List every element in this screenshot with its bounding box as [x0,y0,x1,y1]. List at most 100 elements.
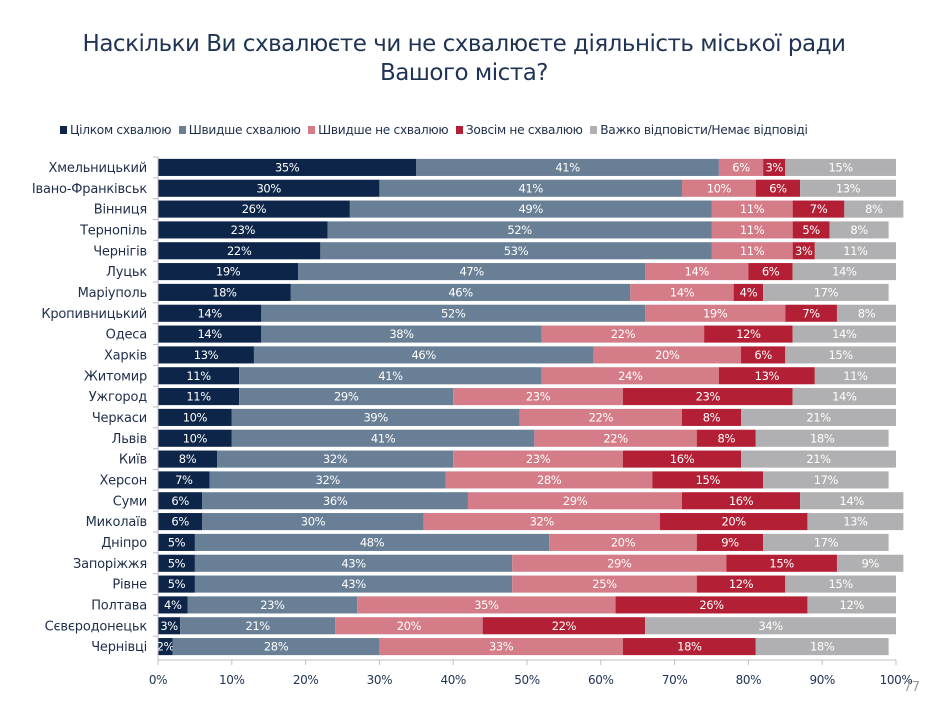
data-label: 8% [179,452,197,466]
category-label: Івано-Франківськ [32,182,147,197]
bar-segment-hard-to-say [800,492,904,510]
data-label: 18% [212,285,237,299]
legend-swatch [455,126,463,134]
bar-segment-fully-disapprove [741,346,786,364]
x-tick-label: 0% [149,673,167,687]
data-label: 35% [474,598,499,612]
bar-segment-rather-disapprove [357,596,616,614]
data-label: 11% [186,369,211,383]
bar-segment-fully-approve [158,325,262,343]
category-label: Вінниця [94,203,147,218]
data-label: 14% [832,265,857,279]
data-label: 14% [832,327,857,341]
data-label: 6% [762,265,780,279]
bar-segment-fully-approve [158,221,328,239]
x-tick-label: 50% [514,673,539,687]
bar-segment-rather-approve [261,325,542,343]
x-tick-label: 80% [736,673,761,687]
legend-label: Важко відповісти/Немає відповіді [600,123,808,137]
axes-group: Хмельницький Івано-Франківськ Вінниця Терно… [32,156,913,687]
bar-segment-rather-disapprove [512,554,727,572]
category-label: Херсон [99,473,147,488]
bar-segment-hard-to-say [785,346,896,364]
data-label: 41% [555,160,580,174]
bar-segment-rather-disapprove [379,638,623,656]
data-label: 14% [197,306,222,320]
data-label: 15% [828,160,853,174]
data-label: 19% [216,265,241,279]
bar-segment-fully-approve [158,367,240,385]
bar-segment-fully-approve [158,554,195,572]
data-label: 6% [171,515,189,529]
bar-segment-fully-disapprove [755,179,801,197]
bar-segment-fully-approve [158,179,380,197]
x-tick-label: 30% [367,673,392,687]
data-label: 22% [552,619,577,633]
bar-segment-fully-disapprove [696,533,764,551]
bar-segment-hard-to-say [741,450,896,468]
bar-segment-fully-approve [158,471,210,489]
bar-segment-hard-to-say [785,575,896,593]
x-tick-label: 20% [293,673,318,687]
data-label: 52% [507,223,532,237]
data-label: 15% [828,577,853,591]
data-label: 11% [740,244,765,258]
data-label: 41% [519,181,544,195]
bar-segment-fully-approve [158,283,291,301]
data-label: 17% [814,473,839,487]
bar-segment-rather-disapprove [512,575,697,593]
bar-segment-fully-approve [158,513,203,531]
bar-segment-rather-disapprove [645,263,749,281]
data-label: 7% [802,306,820,320]
legend-label: Швидше схвалюю [188,123,301,137]
bar-segment-rather-approve [202,513,424,531]
category-label: Черкаси [92,411,147,426]
data-label: 29% [607,556,632,570]
bar-segment-rather-approve [261,304,646,322]
x-tick-label: 90% [809,673,834,687]
category-label: Одеса [106,328,147,343]
bar-segment-rather-disapprove [445,471,653,489]
data-label: 17% [814,285,839,299]
data-label: 15% [769,556,794,570]
data-label: 12% [840,598,865,612]
bar-segment-rather-disapprove [549,533,697,551]
data-label: 14% [832,390,857,404]
bar-segment-fully-disapprove [652,471,764,489]
data-label: 26% [242,202,267,216]
bar-segment-fully-disapprove [681,408,742,426]
category-label: Чернівці [91,640,147,655]
data-label: 21% [806,410,831,424]
data-label: 14% [197,327,222,341]
legend-label: Швидше не схвалюю [318,123,449,137]
x-tick-label: 70% [662,673,687,687]
data-label: 5% [168,556,186,570]
data-label: 23% [526,390,551,404]
chart-title: Наскільки Ви схвалюєте чи не схвалюєте д… [0,30,928,88]
legend-item-rather-disapprove: Швидше не схвалюю [308,123,449,137]
bar-segment-rather-approve [231,429,535,447]
category-label: Суми [113,494,147,509]
data-label: 20% [721,515,746,529]
data-label: 28% [537,473,562,487]
category-label: Маріуполь [78,286,147,301]
data-label: 11% [740,202,765,216]
bar-segment-rather-disapprove [453,388,623,406]
data-label: 22% [227,244,252,258]
data-label: 3% [795,244,813,258]
bar-segment-rather-approve [180,617,336,635]
data-label: 7% [810,202,828,216]
legend: Цілком схвалюю Швидше схвалюю Швидше не … [60,123,928,137]
data-label: 7% [175,473,193,487]
category-label: Сєвєродонецьк [45,619,148,634]
category-label: Тернопіль [79,223,147,238]
bar-segment-rather-approve [239,388,454,406]
bar-segment-fully-disapprove [696,575,786,593]
legend-swatch [178,126,186,134]
data-label: 3% [160,619,178,633]
legend-swatch [308,126,316,134]
bar-segment-hard-to-say [836,304,896,322]
x-tick-label: 40% [440,673,465,687]
bar-segment-hard-to-say [800,179,896,197]
